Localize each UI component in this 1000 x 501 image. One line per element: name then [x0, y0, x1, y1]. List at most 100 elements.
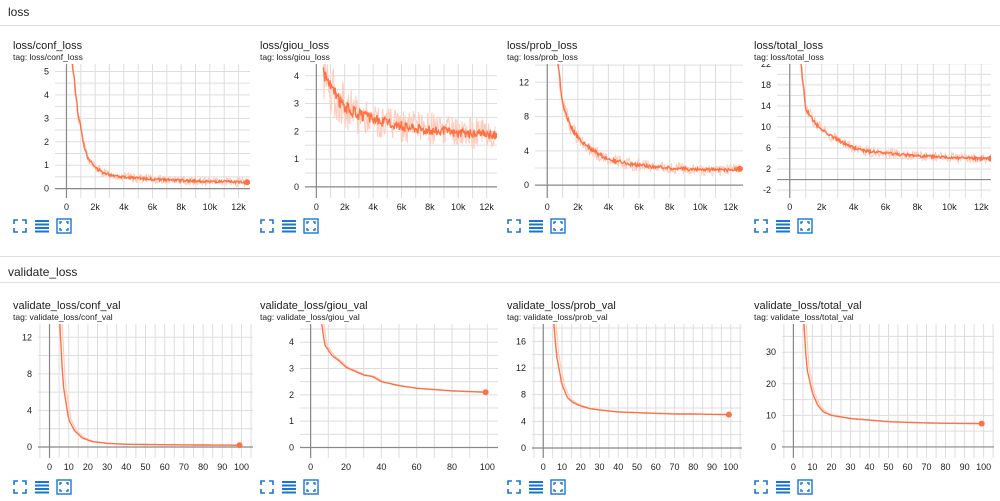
x-tick-label: 0 [541, 462, 546, 472]
x-tick-label: 90 [217, 462, 227, 472]
chart-title: loss/prob_loss [507, 40, 578, 52]
chart-title: validate_loss/giou_val [260, 300, 368, 312]
series-endpoint [987, 155, 991, 162]
series-endpoint [236, 442, 243, 449]
x-tick-label: 0 [545, 202, 550, 212]
chart-tag: tag: validate_loss/conf_val [13, 312, 113, 322]
x-tick-label: 0 [64, 202, 69, 212]
x-tick-label: 10k [693, 202, 708, 212]
fullscreen-button[interactable] [12, 218, 28, 234]
series-endpoint [244, 179, 250, 186]
fullscreen-button[interactable] [753, 479, 769, 495]
x-tick-label: 12k [479, 202, 494, 212]
x-tick-label: 4k [604, 202, 614, 212]
toggle-log-scale-button[interactable] [775, 218, 791, 234]
y-tick-label: 1 [289, 416, 294, 426]
fit-domain-button[interactable] [797, 479, 813, 495]
x-tick-label: 10k [942, 202, 957, 212]
y-tick-label: 0 [44, 184, 49, 194]
y-tick-label: 4 [44, 90, 49, 100]
fit-domain-button[interactable] [550, 479, 566, 495]
line-chart[interactable]: 0 2k 4k 6k 8k 10k 12k 0 4 8 12 [494, 64, 744, 216]
fullscreen-button[interactable] [506, 479, 522, 495]
toggle-log-scale-button[interactable] [528, 479, 544, 495]
fit-domain-button[interactable] [56, 218, 72, 234]
x-tick-label: 10 [557, 462, 567, 472]
toggle-log-scale-button[interactable] [34, 479, 50, 495]
line-chart[interactable]: 0 10 20 30 40 50 60 70 80 90 100 0 10 20 30 40 [741, 324, 994, 476]
x-tick-label: 70 [669, 462, 679, 472]
y-tick-label: 20 [766, 379, 776, 389]
fullscreen-icon [754, 219, 768, 233]
y-tick-label: 0 [521, 443, 526, 453]
x-tick-label: 70 [179, 462, 189, 472]
x-tick-label: 20 [826, 462, 836, 472]
x-tick-label: 40 [613, 462, 623, 472]
series-line [557, 64, 741, 174]
x-tick-label: 2k [90, 202, 100, 212]
fullscreen-button[interactable] [506, 218, 522, 234]
line-chart[interactable]: 0 2k 4k 6k 8k 10k 12k 0 1 2 3 4 5 [0, 64, 250, 216]
fit-domain-button[interactable] [56, 479, 72, 495]
fullscreen-button[interactable] [12, 479, 28, 495]
y-tick-label: 1 [294, 154, 299, 164]
fit-domain-button[interactable] [797, 218, 813, 234]
toggle-log-scale-button[interactable] [775, 479, 791, 495]
y-tick-label: 1 [44, 160, 49, 170]
y-tick-label: 16 [516, 336, 526, 346]
y-tick-label: 30 [766, 347, 776, 357]
chart-card: validate_loss/total_val tag: validate_los… [741, 300, 994, 500]
x-tick-label: 30 [845, 462, 855, 472]
section-header-validate-loss[interactable]: validate_loss [0, 256, 1000, 283]
y-tick-label: 0 [294, 182, 299, 192]
fullscreen-button[interactable] [259, 218, 275, 234]
fit-domain-icon [303, 479, 319, 495]
line-chart[interactable]: 020406080100012345 [247, 324, 500, 476]
x-tick-label: 0 [47, 462, 52, 472]
x-tick-label: 30 [102, 462, 112, 472]
x-tick-label: 100 [234, 462, 249, 472]
chart-card: validate_loss/conf_val tag: validate_loss… [0, 300, 253, 500]
chart-title: validate_loss/conf_val [13, 300, 121, 312]
section-header-loss[interactable]: loss [0, 0, 1000, 26]
x-tick-label: 40 [864, 462, 874, 472]
y-tick-label: 12 [22, 332, 32, 342]
line-chart[interactable]: 0 2k 4k 6k 8k 10k 12k -2 2 6 10 14 18 22 [741, 64, 991, 216]
toggle-log-scale-button[interactable] [281, 218, 297, 234]
fit-domain-button[interactable] [303, 479, 319, 495]
y-tick-label: 0 [771, 442, 776, 452]
x-tick-label: 40 [121, 462, 131, 472]
y-tick-label: 6 [766, 143, 771, 153]
line-chart[interactable]: 0102030405060708090100048121620 [494, 324, 747, 476]
fullscreen-button[interactable] [259, 479, 275, 495]
toggle-log-scale-button[interactable] [34, 218, 50, 234]
series-endpoint [725, 411, 732, 418]
chart-tag: tag: validate_loss/prob_val [507, 312, 608, 322]
toggle-log-scale-button[interactable] [528, 218, 544, 234]
x-tick-label: 4k [368, 202, 378, 212]
series-line [71, 64, 248, 186]
chart-title: loss/total_loss [754, 40, 824, 52]
toggle-log-scale-button[interactable] [281, 479, 297, 495]
y-tick-label: 12 [516, 363, 526, 373]
x-tick-label: 6k [881, 202, 891, 212]
chart-tag: tag: loss/prob_loss [507, 52, 578, 62]
y-tick-label: 40 [766, 324, 776, 326]
series-line [800, 64, 991, 163]
fullscreen-button[interactable] [753, 218, 769, 234]
x-tick-label: 40 [376, 462, 386, 472]
x-tick-label: 6k [148, 202, 158, 212]
y-tick-label: 8 [521, 390, 526, 400]
y-tick-label: 0 [27, 442, 32, 452]
fit-domain-button[interactable] [550, 218, 566, 234]
fit-domain-icon [550, 218, 566, 234]
fit-domain-button[interactable] [303, 218, 319, 234]
line-chart[interactable]: 0 10 20 30 40 50 60 70 80 90 100 0 4 8 12 [0, 324, 253, 476]
x-tick-label: 4k [119, 202, 129, 212]
y-tick-label: 4 [521, 416, 526, 426]
x-tick-label: 60 [651, 462, 661, 472]
y-tick-label: 4 [27, 405, 32, 415]
line-chart[interactable]: 0 2k 4k 6k 8k 10k 12k 0 1 2 3 4 [247, 64, 497, 216]
y-tick-label: 8 [524, 112, 529, 122]
chart-card: loss/prob_loss tag: loss/prob_loss 0 2k 4k 6k… [494, 40, 743, 240]
